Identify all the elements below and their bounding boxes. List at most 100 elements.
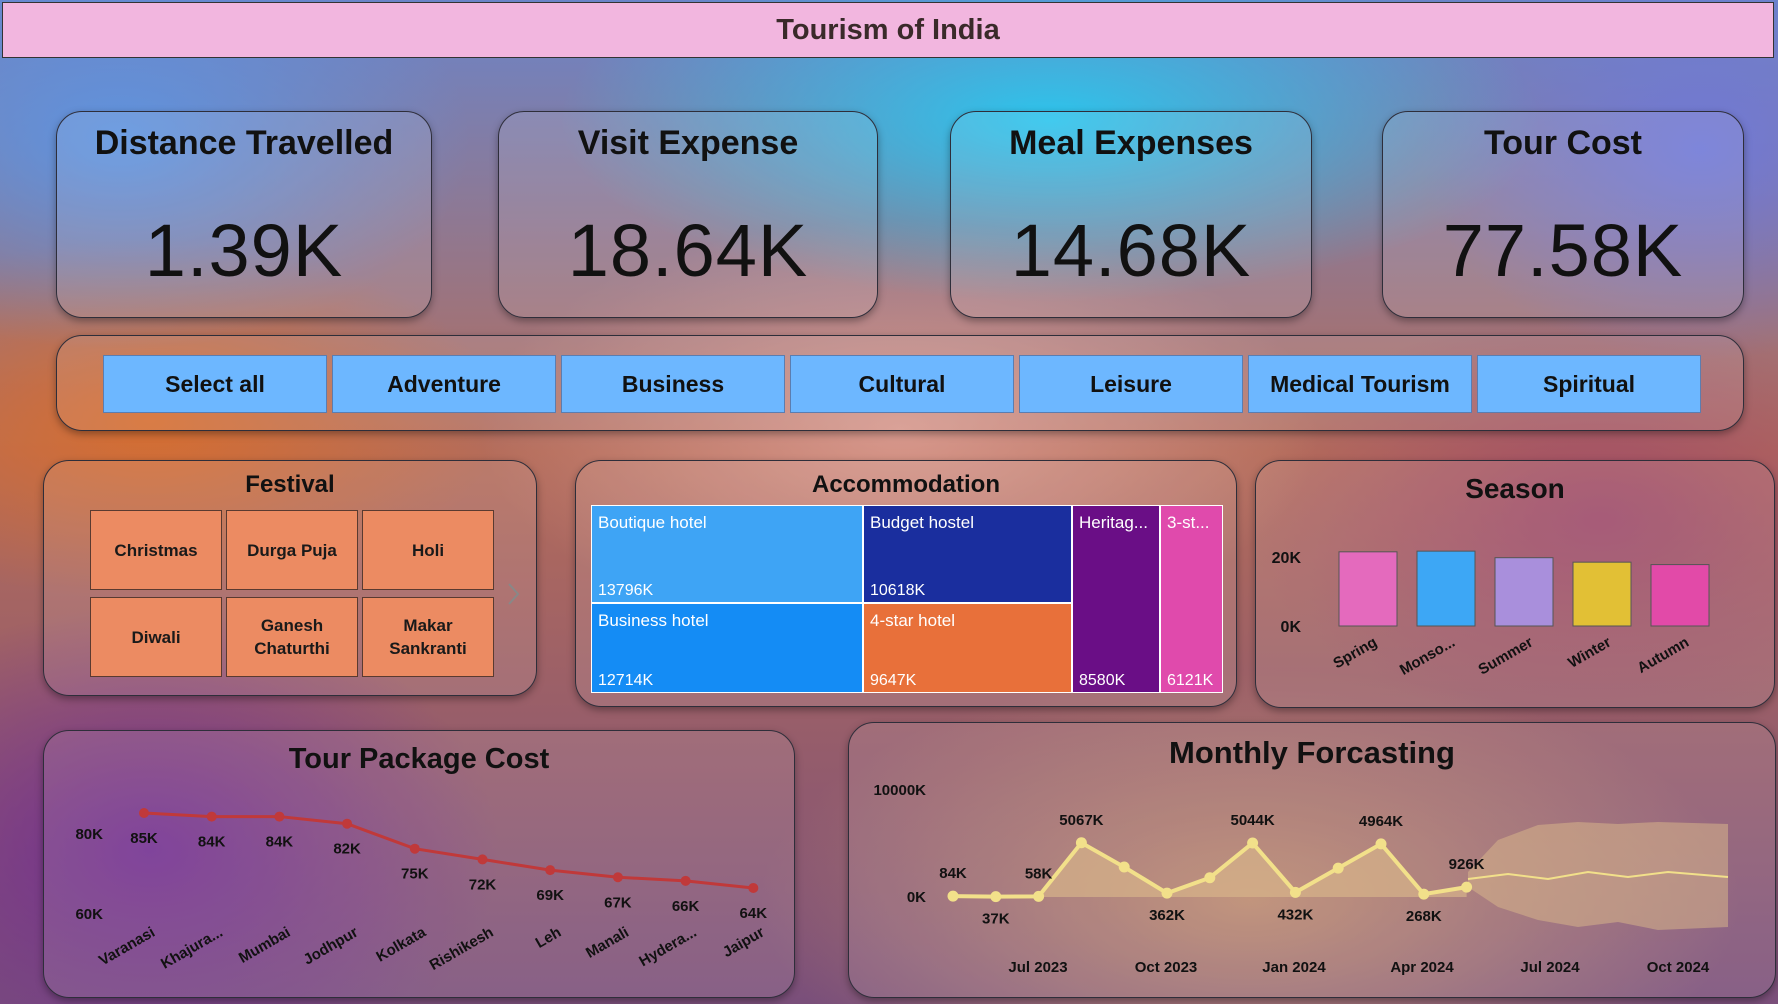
forecast-point bbox=[1204, 872, 1216, 884]
data-label: 432K bbox=[1277, 906, 1313, 923]
treemap-budget-hostel[interactable]: Budget hostel 10618K bbox=[863, 505, 1072, 603]
page-title: Tourism of India bbox=[2, 2, 1774, 58]
x-tick-label: Kolkata bbox=[373, 923, 429, 965]
data-label: 58K bbox=[1025, 865, 1053, 882]
data-label: 84K bbox=[939, 865, 967, 882]
season-title: Season bbox=[1465, 473, 1565, 504]
slicer-spiritual[interactable]: Spiritual bbox=[1477, 355, 1701, 413]
kpi-label: Distance Travelled bbox=[94, 124, 394, 162]
treemap-value: 6121K bbox=[1167, 672, 1214, 689]
kpi-label: Meal Expenses bbox=[1009, 124, 1253, 162]
chevron-right-icon[interactable] bbox=[503, 580, 523, 608]
forecast-point bbox=[1289, 886, 1301, 898]
data-label: 926K bbox=[1449, 856, 1485, 873]
tour-package-title: Tour Package Cost bbox=[288, 743, 550, 775]
treemap-boutique-hotel[interactable]: Boutique hotel 13796K bbox=[591, 505, 863, 603]
forecast-point bbox=[1118, 861, 1130, 873]
festival-christmas[interactable]: Christmas bbox=[90, 510, 222, 590]
x-tick-label: Khajura... bbox=[158, 924, 226, 973]
forecast-point bbox=[1418, 888, 1430, 900]
season-chart: 20K 0K Spring Monso... Summer Winter Autumn bbox=[1272, 550, 1710, 679]
festival-makar-sankranti[interactable]: Makar Sankranti bbox=[362, 597, 494, 677]
treemap-3-star[interactable]: 3-st... 6121K bbox=[1160, 505, 1223, 693]
x-tick-label: Jaipur bbox=[720, 924, 768, 961]
kpi-value: 14.68K bbox=[1010, 209, 1252, 292]
forecast-confidence-band bbox=[1468, 822, 1728, 930]
y-tick: 60K bbox=[75, 906, 103, 923]
kpi-meal-expenses: Meal Expenses 14.68K bbox=[950, 111, 1312, 318]
x-tick-label: Jodhpur bbox=[301, 924, 362, 969]
kpi-value: 18.64K bbox=[567, 209, 809, 292]
x-tick-label: Monso... bbox=[1397, 634, 1458, 679]
forecast-point bbox=[1075, 837, 1087, 849]
kpi-visit-expense: Visit Expense 18.64K bbox=[498, 111, 878, 318]
tour-package-point bbox=[342, 818, 353, 829]
treemap-value: 13796K bbox=[598, 582, 654, 599]
tour-package-point bbox=[680, 875, 691, 886]
tour-package-point bbox=[274, 811, 285, 822]
treemap-value: 8580K bbox=[1079, 672, 1126, 689]
data-label: 5067K bbox=[1059, 812, 1103, 829]
season-bar bbox=[1650, 564, 1710, 627]
tour-package-point bbox=[748, 882, 759, 893]
tour-package-point bbox=[409, 843, 420, 854]
season-bar bbox=[1572, 561, 1632, 627]
x-tick-label: Jan 2024 bbox=[1262, 959, 1326, 976]
season-bar bbox=[1494, 557, 1554, 627]
tour-package-panel: Tour Package Cost bbox=[43, 730, 795, 998]
festival-holi[interactable]: Holi bbox=[362, 510, 494, 590]
slicer-medical-tourism[interactable]: Medical Tourism bbox=[1248, 355, 1472, 413]
x-tick-label: Autumn bbox=[1634, 634, 1692, 677]
y-tick: 0K bbox=[1281, 619, 1302, 636]
festival-diwali[interactable]: Diwali bbox=[90, 597, 222, 677]
forecast-point bbox=[1332, 862, 1344, 874]
data-label: 268K bbox=[1406, 908, 1442, 925]
treemap-business-hotel[interactable]: Business hotel 12714K bbox=[591, 603, 863, 693]
tour-package-chart: 80K 60K 85K 84K 84K 82K 75K 72K 69K 67K 66K 64K V… bbox=[75, 808, 768, 974]
forecast-point bbox=[1033, 890, 1045, 902]
data-label: 37K bbox=[982, 911, 1010, 928]
accommodation-title: Accommodation bbox=[811, 471, 1000, 498]
data-label: 85K bbox=[130, 830, 158, 847]
forecast-line bbox=[1467, 870, 1729, 881]
slicer-adventure[interactable]: Adventure bbox=[332, 355, 556, 413]
tour-package-point bbox=[612, 872, 623, 883]
treemap-value: 9647K bbox=[870, 672, 917, 689]
tour-package-point bbox=[545, 865, 556, 876]
data-label: 84K bbox=[266, 834, 294, 851]
slicer-cultural[interactable]: Cultural bbox=[790, 355, 1014, 413]
kpi-value: 77.58K bbox=[1442, 209, 1684, 292]
data-label: 69K bbox=[536, 887, 564, 904]
x-tick-label: Jul 2024 bbox=[1520, 959, 1580, 976]
data-label: 72K bbox=[469, 876, 497, 893]
treemap-label: 3-st... bbox=[1167, 513, 1210, 532]
slicer-leisure[interactable]: Leisure bbox=[1019, 355, 1243, 413]
kpi-distance-travelled: Distance Travelled 1.39K bbox=[56, 111, 432, 318]
treemap-4-star-hotel[interactable]: 4-star hotel 9647K bbox=[863, 603, 1072, 693]
x-tick-label: Manali bbox=[583, 924, 632, 962]
forecast-point bbox=[1161, 887, 1173, 899]
treemap-label: 4-star hotel bbox=[870, 611, 956, 630]
forecast-title: Monthly Forcasting bbox=[1169, 735, 1455, 770]
festival-durga-puja[interactable]: Durga Puja bbox=[226, 510, 358, 590]
data-label: 67K bbox=[604, 894, 632, 911]
data-label: 84K bbox=[198, 834, 226, 851]
data-label: 4964K bbox=[1359, 813, 1403, 830]
x-tick-label: Oct 2023 bbox=[1135, 959, 1198, 976]
festival-title: Festival bbox=[245, 471, 335, 498]
x-tick-label: Summer bbox=[1476, 634, 1537, 679]
treemap-label: Boutique hotel bbox=[598, 513, 707, 532]
data-label: 82K bbox=[333, 841, 361, 858]
kpi-label: Visit Expense bbox=[577, 124, 799, 162]
festival-ganesh-chaturthi[interactable]: Ganesh Chaturthi bbox=[226, 597, 358, 677]
treemap-value: 12714K bbox=[598, 672, 654, 689]
slicer-select-all[interactable]: Select all bbox=[103, 355, 327, 413]
y-tick: 10000K bbox=[873, 782, 926, 799]
x-tick-label: Oct 2024 bbox=[1647, 959, 1710, 976]
x-tick-label: Leh bbox=[533, 924, 565, 952]
data-label: 64K bbox=[740, 905, 768, 922]
forecast-point bbox=[1375, 838, 1387, 850]
treemap-heritage[interactable]: Heritag... 8580K bbox=[1072, 505, 1160, 693]
slicer-business[interactable]: Business bbox=[561, 355, 785, 413]
